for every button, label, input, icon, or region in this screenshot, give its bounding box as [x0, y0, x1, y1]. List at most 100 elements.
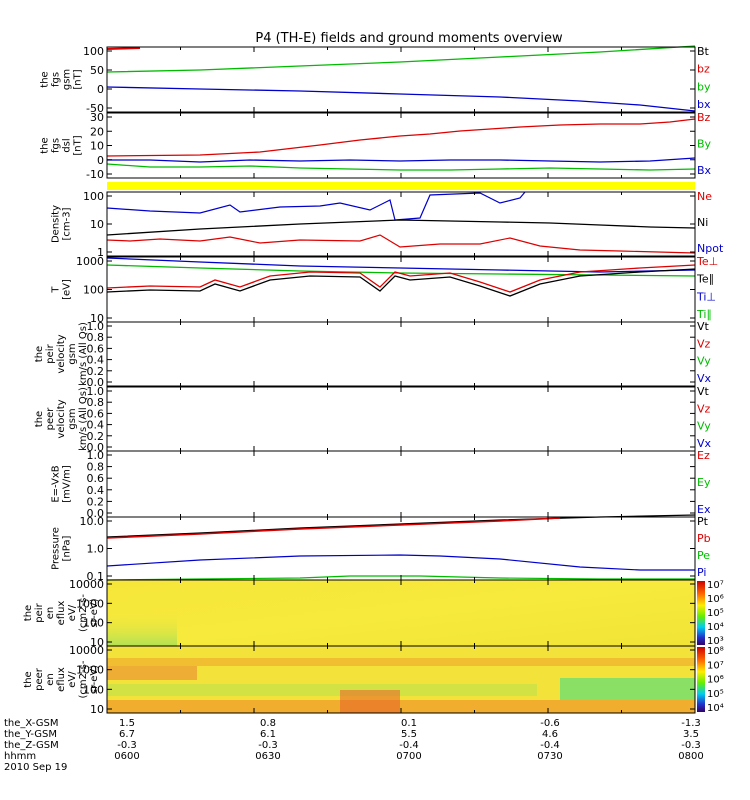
colorbar-tick-label: 10³	[707, 636, 724, 647]
x-axis-value: -0.6	[540, 718, 560, 729]
y-axis-label: [eV]	[62, 279, 73, 300]
y-tick-label: 0.2	[87, 365, 105, 378]
figure-title: P4 (TH-E) fields and ground moments over…	[255, 31, 563, 46]
electron-spectrogram	[107, 646, 695, 713]
panel-density: 100 10 1 Density [cm-3] Ne Ni Npot	[51, 190, 724, 259]
colorbar-tick-label: 10⁸	[707, 646, 724, 657]
legend-density: Ni	[697, 216, 708, 229]
y-tick-label: 0.0	[87, 441, 105, 454]
colorbar-tick-label: 10⁵	[707, 689, 724, 700]
y-axis-label: eV/	[67, 604, 78, 621]
y-tick-label: 0.0	[87, 376, 105, 389]
y-tick-label: -10	[86, 168, 104, 181]
series-bx	[106, 86, 696, 112]
y-axis-label: en	[45, 673, 56, 686]
y-tick-label: 10	[90, 312, 104, 325]
series-Npot	[106, 191, 526, 221]
legend-fgs-gsm: bz	[697, 63, 710, 76]
series-By	[106, 163, 696, 171]
y-axis-label: fgs	[51, 138, 62, 153]
y-tick-label: 0.2	[87, 495, 105, 508]
legend-peer-vel: Vy	[697, 420, 711, 433]
y-axis-label: T	[51, 286, 62, 294]
colorbar-tick-label: 10⁷	[707, 660, 724, 671]
y-axis-label: peir	[34, 602, 45, 622]
y-tick-label: -50	[86, 102, 104, 115]
x-axis-row-label: the_X-GSM	[4, 718, 58, 729]
y-axis-label: the	[34, 411, 45, 427]
y-axis-label: gsm	[67, 343, 78, 364]
panel-frame	[106, 516, 696, 581]
data-gap-bar	[107, 182, 695, 190]
y-axis-label: eflux	[56, 667, 67, 692]
colorbar-ion	[697, 581, 705, 645]
y-axis-label: [nT]	[73, 135, 84, 155]
x-axis-value: 0730	[537, 751, 562, 762]
y-tick-label: 0.8	[87, 396, 105, 409]
legend-fgs-gsm: by	[697, 80, 711, 93]
x-axis-value: 1.5	[119, 718, 135, 729]
y-tick-label: 0.8	[87, 461, 105, 474]
y-tick-label: 0.4	[87, 354, 105, 367]
series-bz	[106, 47, 141, 50]
series-Ti-perp	[106, 257, 696, 273]
x-axis-row-label: the_Z-GSM	[4, 740, 59, 751]
y-tick-label: 0.0	[87, 507, 105, 520]
legend-temp: Ti⊥	[696, 290, 716, 303]
x-axis-value: 0800	[678, 751, 703, 762]
x-axis-value: 0700	[396, 751, 421, 762]
x-axis-value: -1.3	[681, 718, 701, 729]
panel-efield: 1.00.80.60.40.20.0 E=-VxB [mV/m] Ez Ey Ex	[51, 449, 711, 520]
panel-frame	[106, 386, 696, 452]
y-axis-label: eflux	[56, 601, 67, 626]
colorbar-tick-label: 10⁴	[707, 622, 724, 633]
panel-peer-eflux: 10000 1000 100 10 the peer en eflux eV/(cm2-s-sr…	[23, 644, 696, 716]
x-axis-value: 0.8	[260, 718, 276, 729]
panel-frame	[106, 112, 696, 179]
panel-frame	[106, 321, 696, 387]
y-axis-label: (cm2-s-	[78, 594, 89, 632]
legend-peer-vel: Vz	[697, 402, 711, 415]
panel-peer-vel: 1.00.80.60.40.20.0 the peer velocity gsm km/s…	[34, 385, 712, 454]
y-tick-label: 0.6	[87, 472, 105, 485]
y-axis-label: the	[40, 71, 51, 87]
y-axis-label: the	[23, 605, 34, 621]
colorbar-electron	[697, 647, 705, 712]
y-tick-label: 0.6	[87, 407, 105, 420]
y-tick-label: 0.4	[87, 484, 105, 497]
y-tick-label: 1.0	[87, 385, 105, 398]
x-axis-value: -0.3	[681, 740, 701, 751]
y-axis-label: peer	[34, 667, 45, 691]
colorbar-tick-label: 10⁷	[707, 580, 724, 591]
y-axis-label: [mV/m]	[62, 465, 73, 503]
colorbar-tick-label: 10⁴	[707, 703, 724, 714]
y-axis-label: dsl	[62, 138, 73, 152]
y-tick-label: 30	[90, 111, 104, 124]
legend-peir-vel: Vy	[697, 355, 711, 368]
panel-frame	[106, 450, 696, 518]
y-tick-label: 100	[83, 190, 104, 203]
panel-frame	[106, 256, 696, 323]
y-tick-label: 1.0	[87, 543, 105, 556]
legend-temp: Ti∥	[696, 308, 712, 321]
legend-fgs-dsl: By	[697, 138, 712, 151]
x-axis-value: -0.3	[258, 740, 278, 751]
x-axis-value: 0630	[255, 751, 280, 762]
legend-pressure: Pb	[697, 532, 711, 545]
y-axis-label: km/s (All Qs)	[78, 322, 89, 386]
y-tick-label: 1000	[76, 255, 104, 268]
y-tick-label: 10000	[69, 578, 104, 591]
y-tick-label: 10.0	[80, 515, 105, 528]
series-Pe	[106, 575, 695, 581]
y-axis-label: sr-eV)	[89, 598, 100, 627]
legend-peer-vel: Vx	[697, 437, 712, 450]
y-tick-label: 0.4	[87, 419, 105, 432]
ion-spectrogram	[107, 580, 695, 646]
panel-peir-eflux: 10000 1000 100 10 the peir en eflux eV/(cm2-s-sr…	[23, 578, 696, 649]
y-axis-label: [nPa]	[62, 535, 73, 561]
y-tick-label: 0.2	[87, 430, 105, 443]
y-axis-label: gsm	[67, 408, 78, 429]
y-axis-label: the	[23, 671, 34, 687]
